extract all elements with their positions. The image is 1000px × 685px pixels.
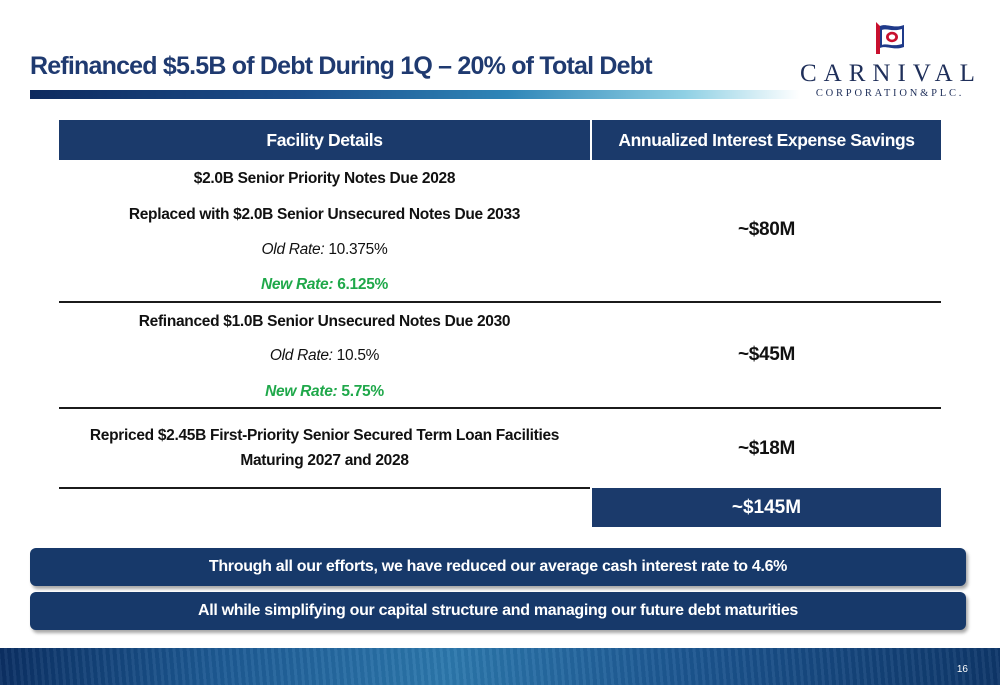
title-underline [30,90,800,99]
row3-savings: ~$18M [737,438,796,459]
old-rate-label: Old Rate: [269,347,333,364]
new-rate-label: New Rate: [260,276,334,293]
row2-old-rate: Old Rate: 10.5% [59,347,590,365]
row3-facility-line2: Maturing 2027 and 2028 [240,452,409,469]
row1-facility-line1: $2.0B Senior Priority Notes Due 2028 [193,170,456,187]
header-interest-savings: Annualized Interest Expense Savings [592,120,941,160]
old-rate-value: 10.375% [328,241,388,258]
row3-facility-line1: Repriced $2.45B First-Priority Senior Se… [89,427,560,444]
new-rate-label: New Rate: [265,383,338,400]
row2-savings: ~$45M [737,344,796,365]
header-facility-details: Facility Details [59,120,590,160]
slide-title: Refinanced $5.5B of Debt During 1Q – 20%… [30,52,653,80]
row-divider [59,487,590,489]
old-rate-value: 10.5% [336,347,380,364]
row1-new-rate: New Rate: 6.125% [59,276,590,294]
ship-funnel-flag-icon [876,22,904,54]
carnival-logo: CARNIVAL CORPORATION&PLC. [800,20,980,102]
row1-facility-line2: Replaced with $2.0B Senior Unsecured Not… [128,206,521,223]
row-divider [59,407,941,409]
footer-ocean-band [0,648,1000,685]
page-number: 16 [956,664,968,675]
new-rate-value: 6.125% [337,276,389,293]
row1-savings: ~$80M [737,219,796,240]
new-rate-value: 5.75% [341,383,384,400]
old-rate-label: Old Rate: [261,241,325,258]
row1-old-rate: Old Rate: 10.375% [59,241,590,259]
row2-facility-line1: Refinanced $1.0B Senior Unsecured Notes … [138,313,511,330]
logo-subtitle: CORPORATION&PLC. [815,88,965,99]
total-savings: ~$145M [592,488,941,527]
row2-new-rate: New Rate: 5.75% [59,383,590,401]
logo-wordmark: CARNIVAL [800,60,982,87]
banner-interest-rate: Through all our efforts, we have reduced… [30,548,966,586]
row-divider [59,301,941,303]
banner-capital-structure: All while simplifying our capital struct… [30,592,966,630]
